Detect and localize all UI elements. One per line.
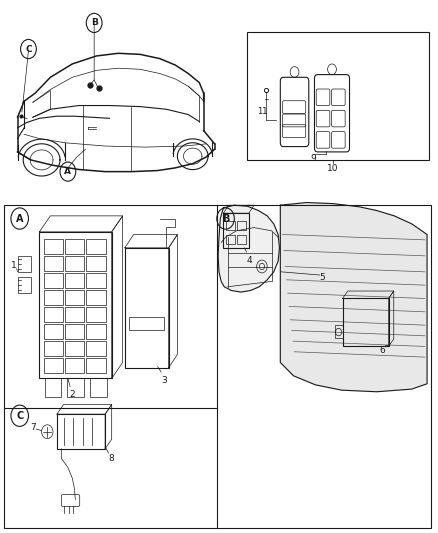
- Bar: [86, 290, 106, 305]
- Bar: [44, 256, 63, 271]
- Bar: [86, 307, 106, 322]
- Bar: [86, 358, 106, 373]
- Text: B: B: [91, 19, 98, 27]
- Bar: [57, 414, 105, 449]
- Text: 6: 6: [380, 346, 385, 356]
- Bar: [86, 341, 106, 356]
- Bar: [335, 325, 343, 338]
- Bar: [247, 32, 429, 160]
- Bar: [44, 273, 63, 288]
- Text: 10: 10: [327, 164, 339, 173]
- Text: 2: 2: [70, 390, 75, 399]
- Text: 1: 1: [11, 261, 16, 270]
- Text: 7: 7: [30, 423, 36, 432]
- Bar: [67, 378, 84, 397]
- Bar: [86, 256, 106, 271]
- Bar: [45, 378, 61, 397]
- Bar: [129, 317, 164, 330]
- Polygon shape: [218, 205, 279, 292]
- Bar: [44, 239, 63, 254]
- Text: 9: 9: [310, 154, 316, 163]
- Bar: [65, 256, 85, 271]
- Bar: [65, 358, 85, 373]
- Text: C: C: [25, 45, 32, 53]
- Bar: [44, 341, 63, 356]
- Bar: [237, 235, 246, 244]
- Text: 4: 4: [246, 256, 252, 265]
- Bar: [223, 213, 249, 248]
- Bar: [65, 341, 85, 356]
- Text: 11: 11: [258, 107, 268, 116]
- Polygon shape: [280, 203, 427, 392]
- Text: A: A: [16, 214, 24, 223]
- Bar: [65, 324, 85, 339]
- Bar: [44, 290, 63, 305]
- Bar: [4, 205, 431, 528]
- Bar: [226, 221, 235, 230]
- Bar: [343, 298, 389, 346]
- Text: 8: 8: [109, 454, 114, 463]
- Bar: [65, 290, 85, 305]
- Bar: [86, 239, 106, 254]
- Text: C: C: [16, 411, 23, 421]
- Bar: [44, 324, 63, 339]
- Bar: [18, 256, 31, 272]
- Bar: [86, 324, 106, 339]
- Bar: [65, 307, 85, 322]
- Text: 5: 5: [320, 273, 325, 281]
- Bar: [65, 239, 85, 254]
- Bar: [125, 248, 169, 368]
- Bar: [237, 221, 246, 230]
- Bar: [90, 378, 107, 397]
- Bar: [226, 235, 235, 244]
- Bar: [86, 273, 106, 288]
- Text: 3: 3: [161, 376, 167, 385]
- Bar: [39, 232, 112, 378]
- Text: B: B: [222, 214, 229, 223]
- Bar: [44, 307, 63, 322]
- Bar: [18, 277, 31, 293]
- Text: A: A: [64, 167, 71, 176]
- Bar: [65, 273, 85, 288]
- Bar: [44, 358, 63, 373]
